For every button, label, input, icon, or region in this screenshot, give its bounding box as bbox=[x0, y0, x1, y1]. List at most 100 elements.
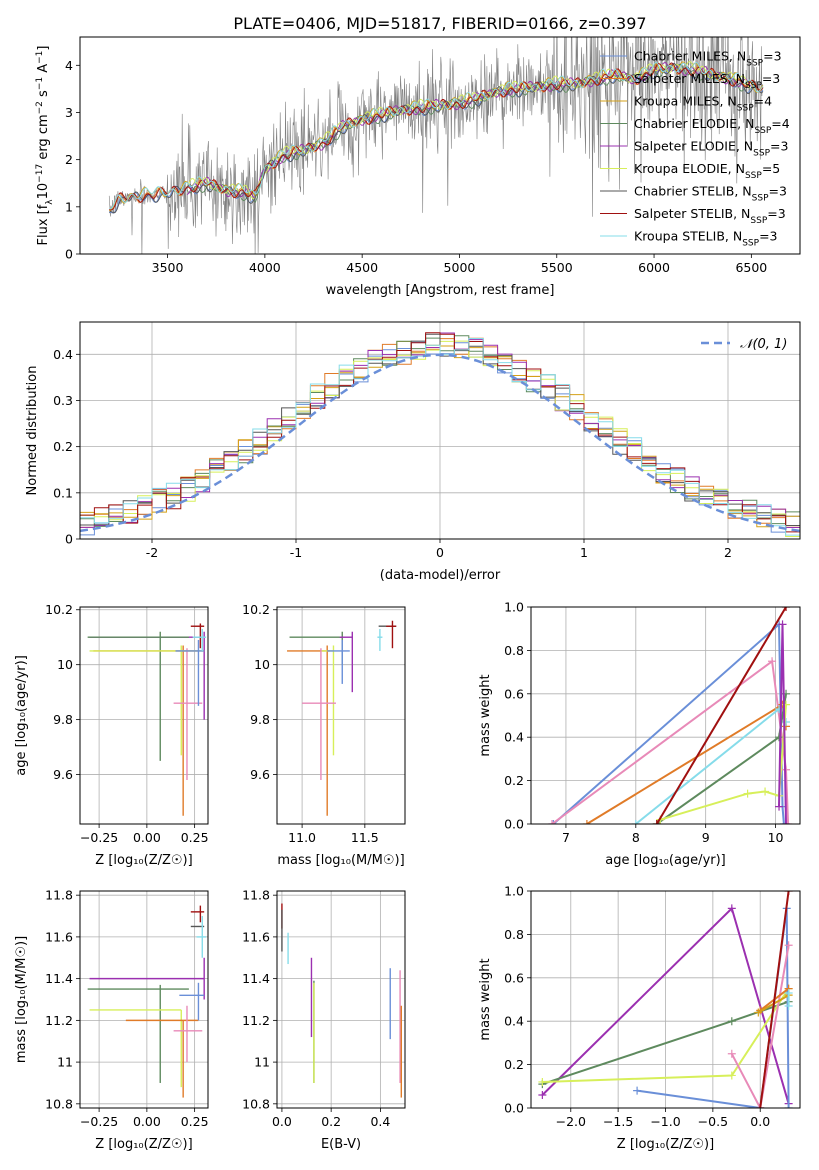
y-tick-label: 0.0 bbox=[504, 817, 524, 832]
y-tick-label: 0 bbox=[65, 532, 73, 547]
weight-marker-extra_pink bbox=[784, 820, 793, 824]
weight-marker-salpeter_elodie bbox=[538, 1090, 547, 1099]
plot-area bbox=[531, 891, 800, 1108]
x-axis-label: E(B-V) bbox=[321, 1137, 361, 1152]
weight-marker-chabrier_miles bbox=[633, 1086, 642, 1095]
legend-label-chabrier_stelib: Chabrier STELIB, NSSP=3 bbox=[634, 184, 787, 204]
weight-marker-salpeter_elodie bbox=[727, 904, 736, 913]
weight-marker-extra_pink bbox=[727, 1049, 736, 1058]
y-tick-label: 1.0 bbox=[504, 884, 524, 899]
axes-frame bbox=[530, 890, 801, 1109]
weight-marker-kroupa_elodie bbox=[743, 789, 752, 798]
weight-marker-extra_pink bbox=[768, 657, 777, 666]
weight-line-salpeter_miles bbox=[586, 702, 787, 824]
y-tick-label: 10 bbox=[57, 657, 73, 672]
axes-weight_vs_Z: −2.0 −1.5 −1.0 −0.5 0.0 0.0 0.2 0.4 0.6 0.8 1.0 Z [… bbox=[478, 884, 801, 1152]
legend-label-kroupa_stelib: Kroupa STELIB, NSSP=3 bbox=[634, 229, 778, 249]
x-tick-label: 10 bbox=[768, 830, 784, 845]
axes-frame bbox=[79, 890, 209, 1109]
weight-marker-extra_pink bbox=[784, 941, 793, 950]
x-tick-label: −1.0 bbox=[650, 1114, 680, 1129]
axes-frame bbox=[79, 321, 801, 540]
y-axis-label: mass weight bbox=[478, 674, 493, 756]
figure-title: PLATE=0406, MJD=51817, FIBERID=0166, z=0… bbox=[233, 14, 646, 33]
y-tick-label: 0.1 bbox=[53, 485, 73, 500]
y-tick-label: 11.4 bbox=[242, 971, 270, 986]
x-tick-label: -1 bbox=[290, 545, 302, 560]
y-tick-label: 10.8 bbox=[45, 1096, 73, 1111]
weight-marker-kroupa_miles bbox=[754, 1008, 763, 1017]
axes-mass_vs_ebv: 0.0 0.2 0.4 10.8 11 11.2 11.4 11.6 11.8 E(B-V) bbox=[242, 888, 406, 1152]
weight-marker-salpeter_stelib bbox=[784, 891, 793, 895]
weight-line-kroupa_elodie bbox=[660, 704, 787, 821]
weight-line-salpeter_stelib bbox=[655, 607, 787, 824]
y-tick-label: 1 bbox=[65, 199, 73, 214]
y-tick-label: 0.3 bbox=[53, 393, 73, 408]
y-tick-label: 0.2 bbox=[504, 1057, 524, 1072]
weight-marker-salpeter_stelib bbox=[782, 607, 791, 611]
legend-label-salpeter_stelib: Salpeter STELIB, NSSP=3 bbox=[634, 206, 786, 226]
y-tick-label: 0.4 bbox=[53, 347, 73, 362]
y-tick-label: 0 bbox=[65, 247, 73, 262]
plot-area bbox=[80, 607, 208, 824]
axes-frame bbox=[276, 890, 406, 1109]
x-tick-label: 0.00 bbox=[133, 830, 161, 845]
axes-mass_vs_Z: −0.25 0.00 0.25 10.8 11 11.2 11.4 11.6 11.8 Z [lo… bbox=[14, 888, 209, 1152]
weight-marker-kroupa_stelib bbox=[631, 820, 640, 824]
model-line-chabrier_stelib bbox=[109, 62, 764, 214]
y-tick-label: 0.8 bbox=[504, 643, 524, 658]
y-axis-label: age [log₁₀(age/yr)] bbox=[14, 655, 29, 776]
y-tick-label: 11 bbox=[57, 1055, 73, 1070]
weight-line-extra_pink bbox=[551, 659, 790, 824]
x-axis-label: age [log₁₀(age/yr)] bbox=[605, 853, 726, 868]
plot-area bbox=[80, 322, 800, 539]
x-axis-label: Z [log₁₀(Z/Z☉)] bbox=[95, 1137, 192, 1152]
y-tick-label: 11.4 bbox=[45, 971, 73, 986]
y-tick-label: 3 bbox=[65, 105, 73, 120]
x-tick-label: 0.4 bbox=[370, 1114, 390, 1129]
panels: 3500 4000 4500 5000 5500 6000 6500 0 1 2 3 4 wavelen… bbox=[14, 36, 801, 1152]
x-tick-label: 6500 bbox=[735, 260, 767, 275]
data-spectrum-line bbox=[108, 37, 764, 254]
x-axis-label: wavelength [Angstrom, rest frame] bbox=[326, 283, 555, 298]
y-axis-label: mass weight bbox=[478, 958, 493, 1040]
x-tick-label: 3500 bbox=[152, 260, 184, 275]
weight-marker-salpeter_miles bbox=[582, 820, 591, 824]
x-tick-label: −1.5 bbox=[603, 1114, 633, 1129]
y-tick-label: 0.4 bbox=[504, 730, 524, 745]
weight-marker-salpeter_stelib bbox=[652, 820, 661, 824]
legend-label-kroupa_elodie: Kroupa ELODIE, NSSP=5 bbox=[634, 161, 780, 181]
weight-marker-salpeter_elodie bbox=[775, 802, 784, 811]
y-tick-label: 2 bbox=[65, 152, 73, 167]
y-axis-label: Normed distribution bbox=[25, 366, 40, 496]
y-tick-label: 1.0 bbox=[504, 600, 524, 615]
plot-area bbox=[277, 607, 405, 824]
plot-area bbox=[277, 891, 405, 1108]
x-axis-label: Z [log₁₀(Z/Z☉)] bbox=[95, 853, 192, 868]
x-tick-label: 4500 bbox=[346, 260, 378, 275]
y-tick-label: 4 bbox=[65, 58, 73, 73]
x-tick-label: 2 bbox=[724, 545, 732, 560]
x-tick-label: −2.0 bbox=[556, 1114, 586, 1129]
weight-line-kroupa_stelib bbox=[635, 707, 787, 824]
weight-marker-chabrier_elodie bbox=[775, 733, 784, 742]
plot-area bbox=[80, 891, 208, 1108]
weight-marker-kroupa_elodie bbox=[538, 1077, 547, 1086]
axes-spectrum: 3500 4000 4500 5000 5500 6000 6500 0 1 2 3 4 wavelen… bbox=[35, 36, 801, 298]
x-tick-label: −0.25 bbox=[80, 1114, 118, 1129]
x-tick-label: 5000 bbox=[444, 260, 476, 275]
x-tick-label: 7 bbox=[562, 830, 570, 845]
x-tick-label: 0.2 bbox=[321, 1114, 341, 1129]
weight-marker-salpeter_elodie bbox=[782, 820, 791, 824]
weight-marker-extra_pink bbox=[547, 820, 556, 824]
y-tick-label: 11.2 bbox=[45, 1013, 73, 1028]
y-tick-label: 11.6 bbox=[242, 929, 270, 944]
x-tick-label: 0 bbox=[436, 545, 444, 560]
y-tick-label: 10.8 bbox=[242, 1096, 270, 1111]
x-tick-label: 1 bbox=[580, 545, 588, 560]
axes-age_vs_Z: −0.25 0.00 0.25 9.6 9.8 10 10.2 Z [log₁₀(Z/Z☉)]… bbox=[14, 602, 209, 868]
x-tick-label: 0.25 bbox=[181, 1114, 209, 1129]
x-tick-label: 0.00 bbox=[133, 1114, 161, 1129]
y-tick-label: 11.8 bbox=[45, 888, 73, 903]
